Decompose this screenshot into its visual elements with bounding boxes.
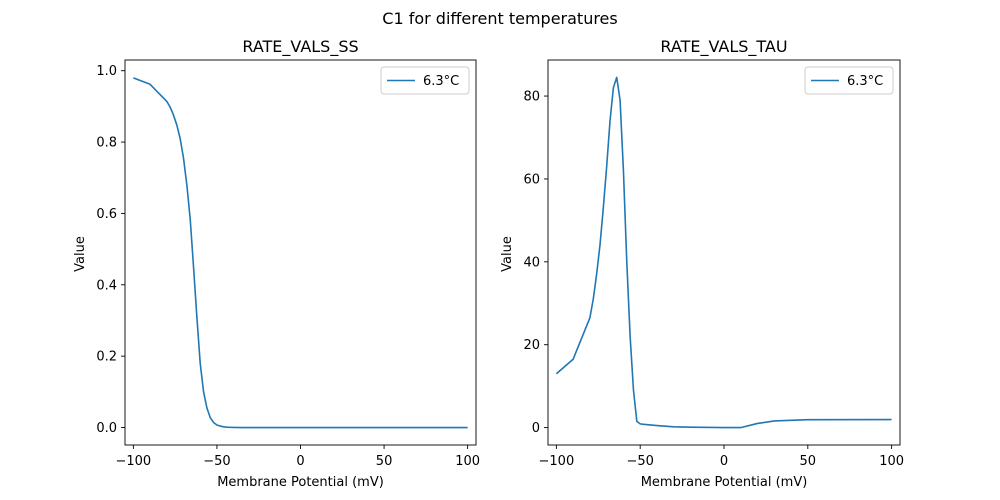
x-tick-label: 0 — [296, 454, 304, 469]
chart-title: RATE_VALS_SS — [242, 37, 358, 57]
x-axis-label: Membrane Potential (mV) — [217, 475, 384, 490]
x-tick-label: 50 — [376, 454, 393, 469]
chart-title: RATE_VALS_TAU — [660, 37, 787, 57]
y-tick-label: 40 — [523, 255, 540, 270]
x-tick-label: 100 — [455, 454, 480, 469]
y-tick-label: 0 — [532, 421, 540, 436]
x-tick-label: −100 — [539, 454, 575, 469]
y-tick-label: 0.2 — [96, 350, 117, 365]
y-tick-label: 60 — [523, 172, 540, 187]
y-axis-label: Value — [500, 236, 515, 272]
chart-rate-vals-ss: RATE_VALS_SS Membrane Potential (mV) Val… — [73, 37, 480, 490]
legend-box — [804, 66, 894, 95]
x-tick-label: −50 — [203, 454, 230, 469]
legend-label: 6.3°C — [423, 74, 459, 89]
legend: 6.3°C — [804, 66, 894, 95]
chart-rate-vals-tau: RATE_VALS_TAU Membrane Potential (mV) Va… — [500, 37, 904, 490]
y-tick-label: 0.8 — [96, 136, 117, 151]
y-tick-label: 0.6 — [96, 207, 117, 222]
x-tick-label: −50 — [626, 454, 653, 469]
series-line — [133, 77, 468, 429]
x-tick-label: 100 — [879, 454, 904, 469]
x-tick-label: 0 — [720, 454, 728, 469]
y-tick-label: 0.0 — [96, 421, 117, 436]
y-tick-label: 0.4 — [96, 278, 117, 293]
x-tick-label: 50 — [800, 454, 817, 469]
legend: 6.3°C — [380, 66, 470, 95]
x-tick-label: −100 — [115, 454, 151, 469]
y-tick-label: 20 — [523, 338, 540, 353]
legend-box — [380, 66, 470, 95]
y-tick-label: 80 — [523, 90, 540, 105]
figure-title: C1 for different temperatures — [382, 9, 617, 28]
y-tick-label: 1.0 — [96, 64, 117, 79]
x-axis-label: Membrane Potential (mV) — [641, 475, 808, 490]
series-line — [555, 76, 892, 429]
y-axis-label: Value — [73, 236, 88, 272]
legend-label: 6.3°C — [847, 74, 883, 89]
